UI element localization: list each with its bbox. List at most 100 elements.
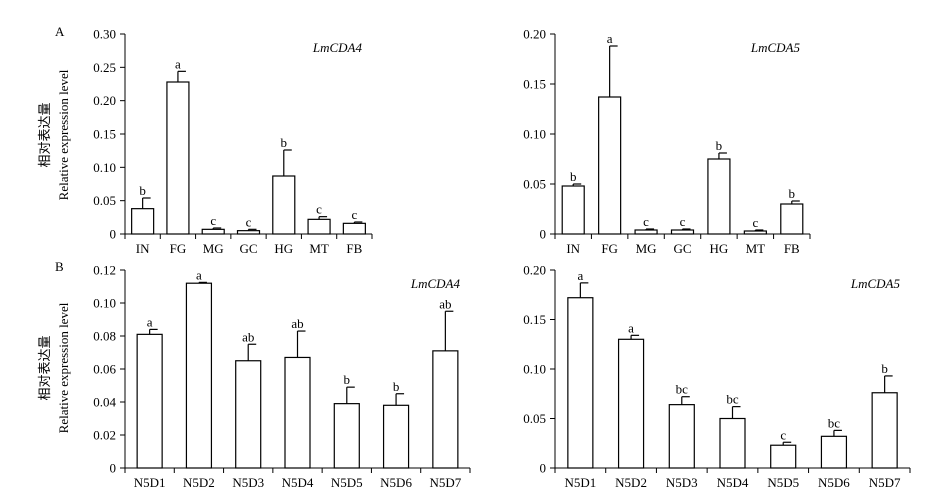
y-tick-label: 0.10 xyxy=(93,296,116,311)
x-tick-label: IN xyxy=(566,241,580,256)
y-tick-label: 0.10 xyxy=(93,160,116,175)
significance-label: a xyxy=(628,320,634,335)
y-axis-title-cn: 相对表达量 xyxy=(37,335,52,400)
x-tick-label: N5D2 xyxy=(183,475,215,490)
significance-label: bc xyxy=(726,392,739,407)
bar xyxy=(719,417,746,469)
bar xyxy=(561,185,585,235)
y-tick-label: 0.15 xyxy=(93,127,116,142)
y-tick-label: 0 xyxy=(540,461,547,476)
y-tick-label: 0.12 xyxy=(93,263,116,278)
bar xyxy=(598,96,622,235)
significance-label: c xyxy=(643,214,649,229)
bar xyxy=(432,350,459,469)
bar xyxy=(131,208,155,235)
chart-title: LmCDA5 xyxy=(850,276,901,291)
significance-label: a xyxy=(607,31,613,46)
bar xyxy=(272,175,296,235)
y-tick-label: 0.05 xyxy=(523,411,546,426)
y-tick-label: 0.20 xyxy=(523,27,546,42)
y-tick-label: 0 xyxy=(110,461,117,476)
y-tick-label: 0.10 xyxy=(523,362,546,377)
significance-label: c xyxy=(680,214,686,229)
x-tick-label: MT xyxy=(746,241,766,256)
bar xyxy=(668,404,695,469)
bar xyxy=(342,222,366,235)
x-tick-label: FG xyxy=(601,241,618,256)
bar xyxy=(770,444,797,469)
y-tick-label: 0 xyxy=(540,227,547,242)
y-tick-label: 0.25 xyxy=(93,60,116,75)
significance-label: b xyxy=(716,138,723,153)
bar xyxy=(166,81,190,235)
x-tick-label: N5D7 xyxy=(869,475,901,490)
y-tick-label: 0.05 xyxy=(93,193,116,208)
significance-label: a xyxy=(577,268,583,283)
chart-title: LmCDA5 xyxy=(750,40,801,55)
chart-title: LmCDA4 xyxy=(410,276,461,291)
significance-label: c xyxy=(316,202,322,217)
significance-label: ab xyxy=(439,296,451,311)
significance-label: c xyxy=(780,427,786,442)
significance-label: a xyxy=(196,267,202,282)
y-tick-label: 0.06 xyxy=(93,362,116,377)
y-tick-label: 0.30 xyxy=(93,27,116,42)
y-tick-label: 0.02 xyxy=(93,428,116,443)
significance-label: bc xyxy=(676,382,689,397)
bar xyxy=(707,158,731,235)
x-tick-label: N5D2 xyxy=(615,475,647,490)
bar xyxy=(236,230,261,235)
significance-label: c xyxy=(351,207,357,222)
chart-panel-b-lmcda5: 0 0.05 0.10 0.15 0.20 a N5D1 a N5D2 bc N5D3 bc N5D4 c… xyxy=(523,263,911,490)
y-tick-label: 0.20 xyxy=(523,263,546,278)
x-tick-label: N5D3 xyxy=(666,475,698,490)
x-tick-label: FB xyxy=(784,241,800,256)
y-axis-title-cn: 相对表达量 xyxy=(37,102,52,167)
x-tick-label: HG xyxy=(710,241,729,256)
bar xyxy=(136,333,163,469)
significance-label: b xyxy=(393,379,400,394)
y-tick-label: 0.15 xyxy=(523,312,546,327)
y-tick-label: 0.10 xyxy=(523,127,546,142)
x-tick-label: MT xyxy=(309,241,329,256)
y-axis-title-en: Relative expression level xyxy=(56,302,71,433)
y-axis-title-bottom: 相对表达量 Relative expression level xyxy=(37,302,71,433)
significance-label: b xyxy=(344,372,351,387)
significance-label: b xyxy=(881,361,888,376)
bar xyxy=(235,360,262,469)
y-tick-label: 0.20 xyxy=(93,93,116,108)
bar xyxy=(567,297,594,469)
y-tick-label: 0.08 xyxy=(93,329,116,344)
bar xyxy=(307,218,331,235)
x-tick-label: N5D5 xyxy=(331,475,363,490)
y-axis-title-top: 相对表达量 Relative expression level xyxy=(37,69,71,200)
bar xyxy=(333,403,360,469)
bar xyxy=(382,404,410,469)
chart-panel-a-lmcda4: 0 0.05 0.10 0.15 0.20 0.25 0.30 b IN a FG c MG c GC b HG… xyxy=(93,27,373,256)
bar xyxy=(670,229,695,235)
x-tick-label: N5D7 xyxy=(429,475,461,490)
bar xyxy=(617,338,645,469)
bar xyxy=(780,203,804,235)
y-axis-title-en: Relative expression level xyxy=(56,69,71,200)
y-tick-label: 0.15 xyxy=(523,77,546,92)
significance-label: c xyxy=(752,215,758,230)
panel-label-a: A xyxy=(55,24,65,39)
significance-label: c xyxy=(210,213,216,228)
bar xyxy=(743,230,767,235)
chart-title: LmCDA4 xyxy=(312,40,363,55)
significance-label: ab xyxy=(291,316,303,331)
x-tick-label: N5D4 xyxy=(717,475,749,490)
bar xyxy=(634,229,658,235)
bar xyxy=(185,282,213,469)
bar xyxy=(201,228,225,235)
y-tick-label: 0.05 xyxy=(523,177,546,192)
y-tick-label: 0.04 xyxy=(93,395,116,410)
significance-label: a xyxy=(175,56,181,71)
x-tick-label: GC xyxy=(239,241,257,256)
x-tick-label: GC xyxy=(673,241,691,256)
significance-label: ab xyxy=(242,329,254,344)
bar xyxy=(284,356,311,469)
x-tick-label: N5D3 xyxy=(232,475,264,490)
